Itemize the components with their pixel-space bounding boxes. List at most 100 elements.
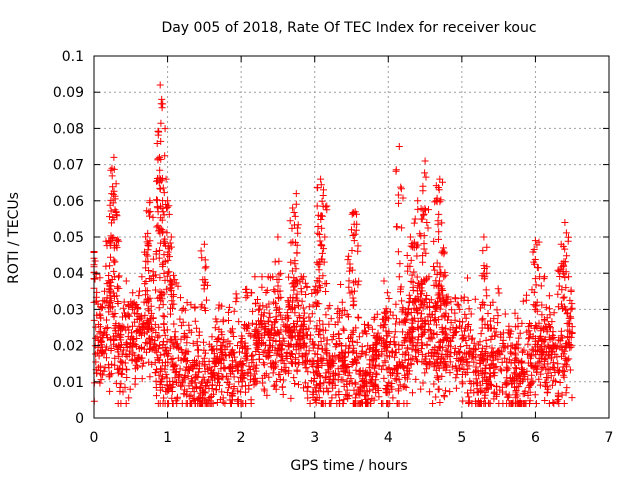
data-point <box>249 351 257 359</box>
data-point <box>433 321 440 329</box>
data-point <box>512 354 520 362</box>
data-point <box>171 333 178 341</box>
data-point <box>525 334 533 342</box>
data-point <box>290 283 298 291</box>
data-point <box>479 315 487 323</box>
data-point <box>452 374 460 382</box>
data-point <box>394 370 402 377</box>
data-point <box>213 353 221 361</box>
data-point <box>429 400 437 407</box>
data-point <box>270 286 278 294</box>
y-tick-label: 0.06 <box>53 194 84 210</box>
data-point <box>372 382 380 390</box>
data-point <box>105 277 113 285</box>
data-point <box>421 369 429 377</box>
data-point <box>226 340 234 348</box>
data-point <box>124 310 132 318</box>
data-point <box>422 249 430 257</box>
data-point <box>163 346 170 354</box>
data-point <box>510 369 518 377</box>
data-point <box>312 298 320 306</box>
data-point <box>445 313 453 321</box>
data-point <box>432 366 440 374</box>
data-point <box>435 210 443 218</box>
data-point <box>142 320 150 328</box>
data-point <box>381 309 389 317</box>
data-point <box>288 350 296 358</box>
data-point <box>166 285 174 293</box>
data-point <box>395 375 403 383</box>
data-point <box>483 292 491 300</box>
data-point <box>419 258 427 266</box>
data-point <box>366 346 374 354</box>
data-point <box>434 217 442 225</box>
data-point <box>319 320 327 328</box>
data-point <box>558 391 566 399</box>
data-point <box>518 319 526 327</box>
data-point <box>245 362 253 370</box>
data-point <box>98 304 106 312</box>
data-point <box>457 357 464 365</box>
data-point <box>106 289 114 297</box>
data-point <box>478 386 486 394</box>
data-point <box>366 356 374 364</box>
data-point <box>278 342 286 349</box>
data-point <box>451 344 459 352</box>
data-point <box>155 254 163 262</box>
data-point <box>525 327 533 335</box>
data-point <box>194 346 202 354</box>
data-point <box>482 385 490 393</box>
data-point <box>157 137 165 145</box>
data-point <box>531 237 539 245</box>
data-point <box>216 381 223 389</box>
data-point <box>369 373 377 381</box>
data-point <box>350 344 358 352</box>
data-point <box>262 289 270 296</box>
data-point <box>435 375 442 383</box>
data-point <box>304 368 312 376</box>
data-point <box>142 339 150 347</box>
data-point <box>134 305 142 313</box>
data-point <box>482 336 490 344</box>
data-point <box>445 341 452 349</box>
data-point <box>477 304 484 312</box>
data-point <box>155 332 163 340</box>
data-point <box>219 394 227 402</box>
data-point <box>436 305 444 313</box>
data-point <box>146 237 154 245</box>
data-point <box>421 169 429 177</box>
data-point <box>179 318 187 326</box>
data-point <box>99 371 107 379</box>
data-point <box>368 325 376 333</box>
data-point <box>560 350 568 358</box>
data-point <box>564 309 572 317</box>
data-point <box>161 331 169 339</box>
data-point <box>111 361 119 369</box>
data-point <box>115 342 123 350</box>
data-point <box>325 400 333 407</box>
data-point <box>471 295 479 303</box>
data-point <box>430 263 437 270</box>
data-point <box>512 323 520 331</box>
data-point <box>234 387 242 395</box>
data-point <box>287 394 295 402</box>
data-point <box>373 333 381 341</box>
data-point <box>476 381 484 389</box>
data-point <box>290 209 298 216</box>
data-point <box>120 323 128 331</box>
data-point <box>244 345 252 353</box>
data-point <box>369 357 377 365</box>
data-point <box>293 367 301 375</box>
data-point <box>219 373 227 381</box>
data-point <box>152 248 160 255</box>
data-point <box>380 277 388 285</box>
data-point <box>225 308 232 316</box>
data-point <box>251 273 259 281</box>
data-point <box>202 263 210 271</box>
data-point <box>112 180 120 188</box>
data-point <box>432 197 440 205</box>
data-point <box>450 329 458 337</box>
data-point <box>232 298 240 306</box>
data-point <box>457 343 465 350</box>
data-point <box>358 347 366 355</box>
